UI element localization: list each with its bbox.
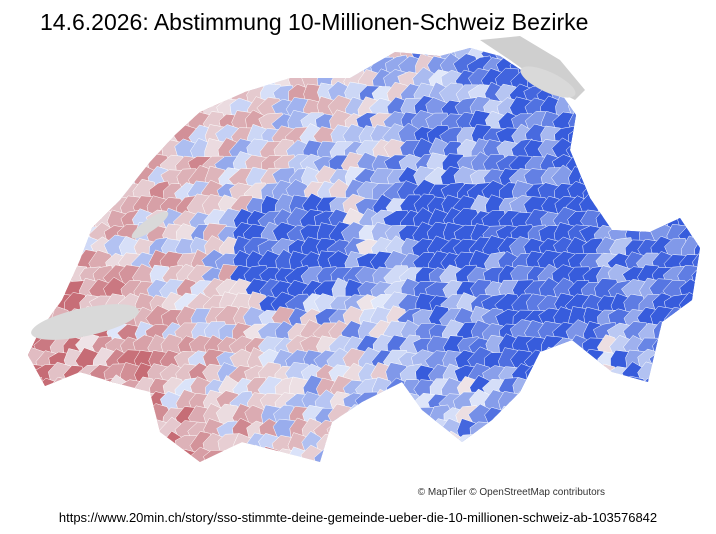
district <box>694 237 700 262</box>
lake-neuchatel <box>131 211 169 239</box>
attribution: © MapTiler © OpenStreetMap contributors <box>418 487 605 498</box>
lake-geneva <box>31 304 139 340</box>
source-url: https://www.20min.ch/story/sso-stimmte-d… <box>59 510 657 525</box>
map-title: 14.6.2026: Abstimmung 10-Millionen-Schwe… <box>40 9 588 35</box>
lake-constance <box>520 66 576 98</box>
